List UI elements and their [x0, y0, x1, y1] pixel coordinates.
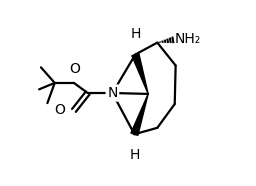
Text: O: O — [69, 62, 80, 76]
Polygon shape — [131, 94, 148, 135]
Text: H: H — [129, 148, 140, 162]
Text: N: N — [107, 86, 118, 100]
Text: O: O — [54, 103, 65, 117]
Polygon shape — [132, 53, 148, 94]
Text: H: H — [130, 27, 141, 41]
Text: NH₂: NH₂ — [174, 32, 201, 46]
